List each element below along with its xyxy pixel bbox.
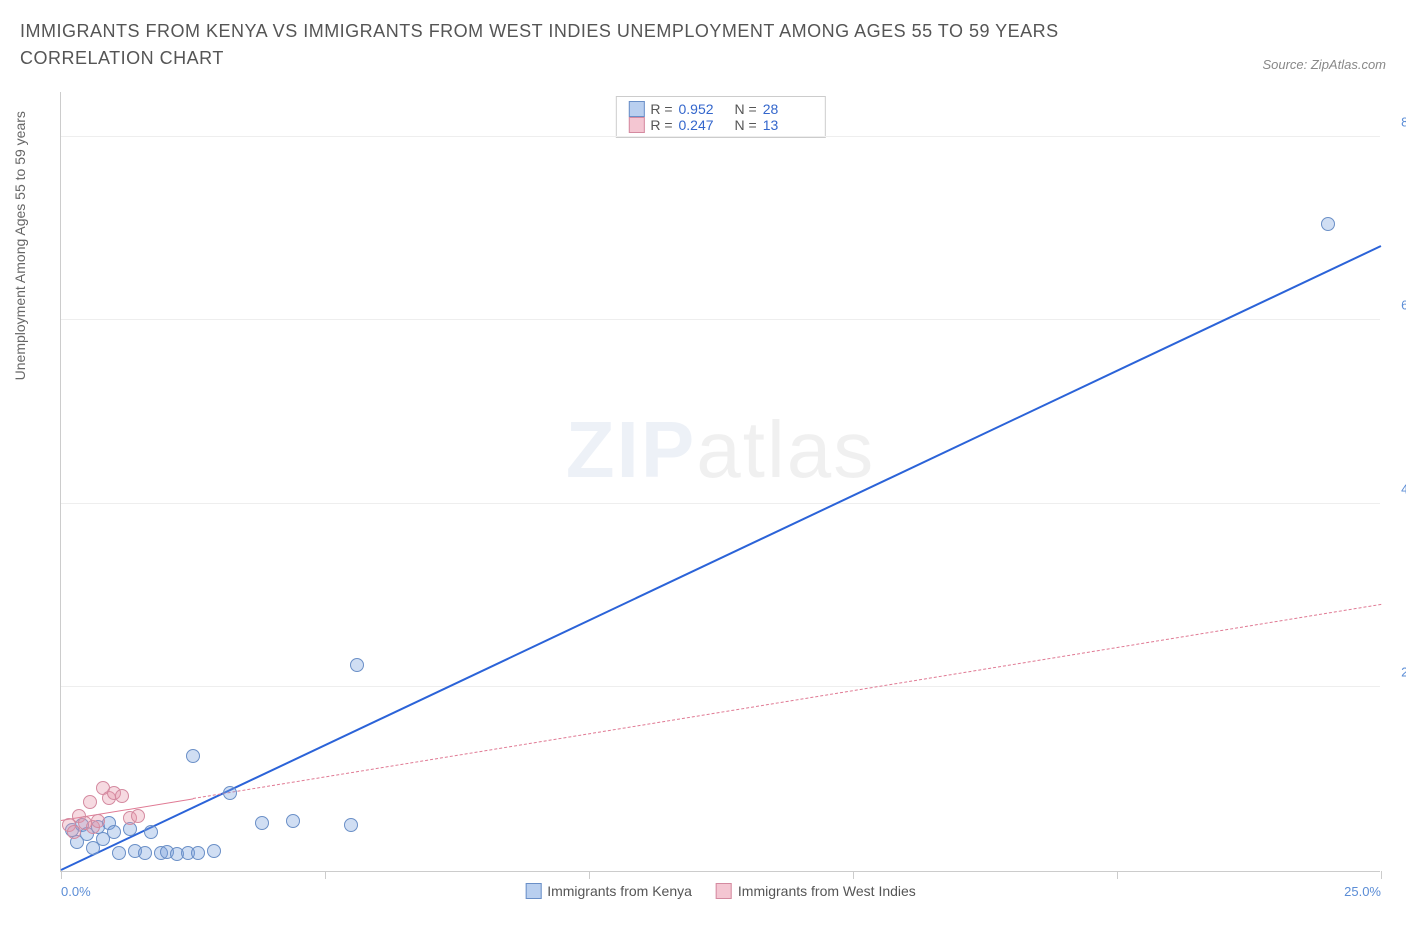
data-point (1321, 217, 1335, 231)
data-point (83, 795, 97, 809)
x-tick (589, 871, 590, 879)
data-point (112, 846, 126, 860)
chart-container: Unemployment Among Ages 55 to 59 years Z… (0, 82, 1406, 932)
x-tick-label: 0.0% (61, 884, 91, 899)
plot-area: ZIPatlas R =0.952N =28R =0.247N =13 Immi… (60, 92, 1380, 872)
chart-title: IMMIGRANTS FROM KENYA VS IMMIGRANTS FROM… (20, 18, 1170, 72)
legend-r-label: R = (650, 101, 672, 117)
x-tick (61, 871, 62, 879)
gridline-horizontal (61, 686, 1380, 687)
source-attribution: Source: ZipAtlas.com (1262, 57, 1386, 72)
watermark-zip: ZIP (566, 405, 696, 494)
x-tick (325, 871, 326, 879)
legend-r-value: 0.952 (679, 101, 729, 117)
data-point (255, 816, 269, 830)
legend-series: Immigrants from Kenya Immigrants from Wes… (525, 883, 916, 899)
x-tick (1381, 871, 1382, 879)
header: IMMIGRANTS FROM KENYA VS IMMIGRANTS FROM… (0, 0, 1406, 82)
data-point (223, 786, 237, 800)
legend-series-item: Immigrants from Kenya (525, 883, 692, 899)
data-point (350, 658, 364, 672)
data-point (131, 809, 145, 823)
data-point (115, 789, 129, 803)
legend-series-label: Immigrants from West Indies (738, 883, 916, 899)
data-point (107, 825, 121, 839)
x-tick (853, 871, 854, 879)
y-tick-label: 60.0% (1401, 298, 1406, 313)
gridline-horizontal (61, 136, 1380, 137)
data-point (191, 846, 205, 860)
legend-r-label: R = (650, 117, 672, 133)
legend-swatch (628, 117, 644, 133)
y-tick-label: 40.0% (1401, 481, 1406, 496)
watermark: ZIPatlas (566, 404, 875, 496)
legend-series-item: Immigrants from West Indies (716, 883, 916, 899)
data-point (91, 814, 105, 828)
data-point (286, 814, 300, 828)
legend-n-value: 13 (763, 117, 813, 133)
data-point (186, 749, 200, 763)
legend-n-label: N = (735, 117, 757, 133)
legend-n-value: 28 (763, 101, 813, 117)
legend-stats-row: R = 0.952 N = 28 (628, 101, 812, 117)
x-tick (1117, 871, 1118, 879)
y-tick-label: 80.0% (1401, 114, 1406, 129)
watermark-atlas: atlas (696, 405, 875, 494)
data-point (138, 846, 152, 860)
data-point (344, 818, 358, 832)
legend-r-value: 0.247 (679, 117, 729, 133)
legend-n-label: N = (735, 101, 757, 117)
gridline-horizontal (61, 503, 1380, 504)
trend-line (193, 604, 1381, 799)
trend-line (61, 245, 1382, 871)
y-axis-label: Unemployment Among Ages 55 to 59 years (12, 111, 28, 380)
y-tick-label: 20.0% (1401, 665, 1406, 680)
legend-swatch (525, 883, 541, 899)
gridline-horizontal (61, 319, 1380, 320)
legend-series-label: Immigrants from Kenya (547, 883, 692, 899)
legend-stats-row: R = 0.247 N = 13 (628, 117, 812, 133)
legend-swatch (628, 101, 644, 117)
legend-swatch (716, 883, 732, 899)
data-point (207, 844, 221, 858)
data-point (144, 825, 158, 839)
legend-stats: R = 0.952 N = 28 R = 0.247 N = 13 (615, 96, 825, 138)
x-tick-label: 25.0% (1344, 884, 1381, 899)
